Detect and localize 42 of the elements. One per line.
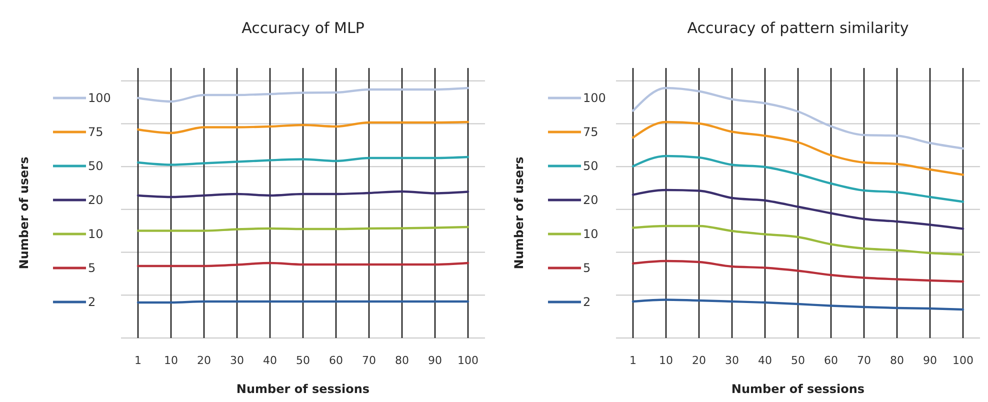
x-tick-label: 40 [758, 354, 772, 367]
x-tick-label: 100 [952, 354, 974, 367]
x-tick-label: 80 [395, 354, 409, 367]
legend-label: 20 [88, 193, 104, 207]
x-tick-label: 50 [296, 354, 310, 367]
legend-label: 5 [88, 261, 96, 275]
y-axis-title: Number of users [17, 156, 31, 270]
chart-title: Accuracy of pattern similarity [687, 19, 909, 37]
x-tick-label: 10 [164, 354, 178, 367]
x-tick-label: 80 [890, 354, 904, 367]
x-tick-label: 1 [630, 354, 636, 367]
x-tick-label: 1 [134, 354, 142, 367]
x-axis-title: Number of sessions [731, 382, 865, 396]
x-tick-label: 30 [725, 354, 739, 367]
x-tick-label: 70 [362, 354, 376, 367]
legend-label: 50 [88, 159, 104, 173]
x-tick-label: 90 [923, 354, 937, 367]
x-axis-title: Number of sessions [236, 382, 370, 396]
legend-label: 5 [583, 261, 591, 275]
legend-label: 2 [583, 295, 591, 309]
legend-label: 10 [88, 227, 104, 241]
legend-label: 10 [583, 227, 598, 241]
x-tick-label: 70 [857, 354, 871, 367]
legend-label: 2 [88, 295, 96, 309]
legend-label: 100 [88, 91, 111, 105]
legend-label: 100 [583, 91, 606, 105]
chart-title: Accuracy of MLP [242, 19, 364, 37]
legend-label: 50 [583, 159, 598, 173]
x-tick-label: 50 [791, 354, 805, 367]
x-tick-label: 10 [659, 354, 673, 367]
x-tick-label: 100 [458, 354, 478, 367]
x-tick-label: 20 [197, 354, 211, 367]
x-tick-label: 20 [692, 354, 706, 367]
x-tick-label: 60 [329, 354, 343, 367]
x-tick-label: 30 [230, 354, 244, 367]
legend-label: 75 [88, 125, 104, 139]
x-tick-label: 40 [263, 354, 277, 367]
legend-label: 20 [583, 193, 598, 207]
y-axis-title: Number of users [512, 156, 526, 270]
x-tick-label: 60 [824, 354, 838, 367]
legend-label: 75 [583, 125, 598, 139]
x-tick-label: 90 [428, 354, 442, 367]
